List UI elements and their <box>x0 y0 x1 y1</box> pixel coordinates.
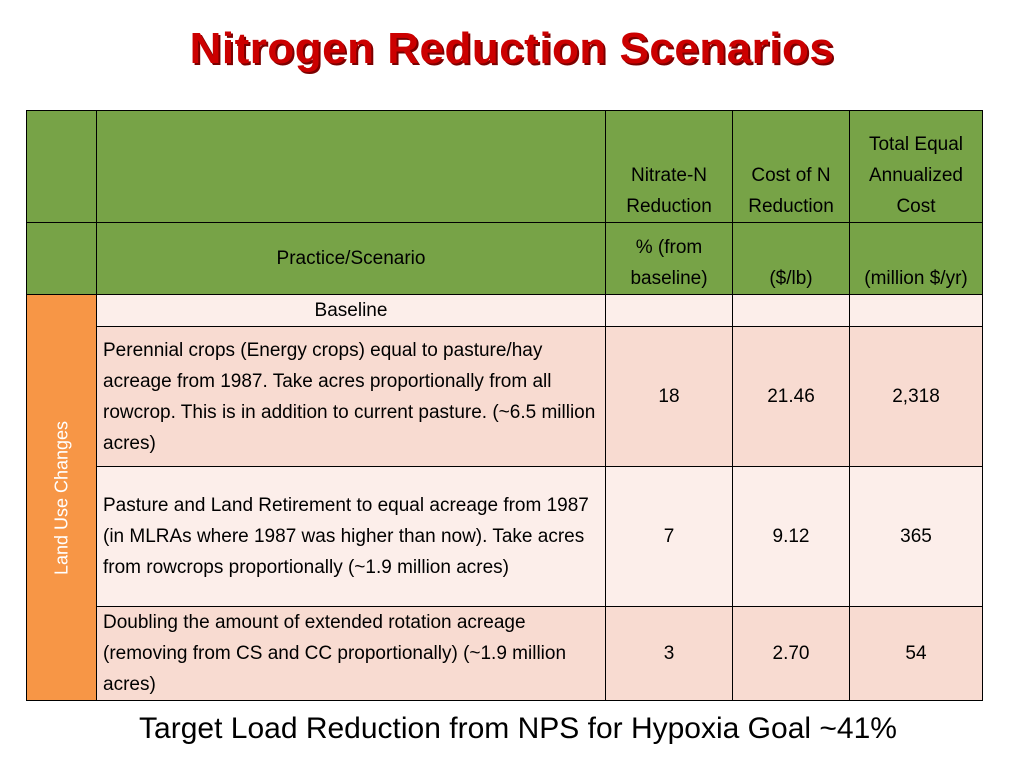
cost-cell: 21.46 <box>732 326 850 467</box>
total-cost-cell: 2,318 <box>849 326 983 467</box>
side-category-cell: Land Use Changes <box>26 294 97 701</box>
total-cost-cell <box>849 294 983 327</box>
header-unit-dollar-per-lb: ($/lb) <box>732 222 850 295</box>
cost-cell: 9.12 <box>732 466 850 607</box>
scenario-cell: Doubling the amount of extended rotation… <box>96 606 606 701</box>
cost-cell <box>732 294 850 327</box>
scenario-cell: Baseline <box>96 294 606 327</box>
reduction-cell <box>605 294 733 327</box>
table-row: Perennial crops (Energy crops) equal to … <box>27 326 983 467</box>
slide-title: Nitrogen Reduction Scenarios <box>189 24 835 73</box>
header-total-cost: Total Equal Annualized Cost <box>849 110 983 223</box>
header-unit-million-per-yr: (million $/yr) <box>849 222 983 295</box>
reduction-cell: 7 <box>605 466 733 607</box>
header-unit-percent: % (from baseline) <box>605 222 733 295</box>
table-row: Doubling the amount of extended rotation… <box>27 606 983 701</box>
header-row-top: Nitrate-N Reduction Cost of N Reduction … <box>26 110 983 223</box>
total-cost-cell: 54 <box>849 606 983 701</box>
header-cell-blank <box>26 110 97 223</box>
side-category-label: Land Use Changes <box>51 420 71 575</box>
header-cell-blank <box>26 222 97 295</box>
header-nitrate-reduction: Nitrate-N Reduction <box>605 110 733 223</box>
table-row: Pasture and Land Retirement to equal acr… <box>27 466 983 607</box>
scenario-table: Nitrate-N Reduction Cost of N Reduction … <box>26 110 983 701</box>
scenario-cell: Pasture and Land Retirement to equal acr… <box>96 466 606 607</box>
header-cost-reduction: Cost of N Reduction <box>732 110 850 223</box>
header-row-bottom: Practice/Scenario % (from baseline) ($/l… <box>26 222 983 295</box>
total-cost-cell: 365 <box>849 466 983 607</box>
cost-cell: 2.70 <box>732 606 850 701</box>
table-row-baseline: Land Use Changes Baseline <box>26 294 983 701</box>
reduction-cell: 18 <box>605 326 733 467</box>
header-practice-scenario: Practice/Scenario <box>96 222 606 295</box>
reduction-cell: 3 <box>605 606 733 701</box>
header-cell-blank <box>96 110 606 223</box>
scenario-cell: Perennial crops (Energy crops) equal to … <box>96 326 606 467</box>
target-load-footnote: Target Load Reduction from NPS for Hypox… <box>139 712 897 745</box>
